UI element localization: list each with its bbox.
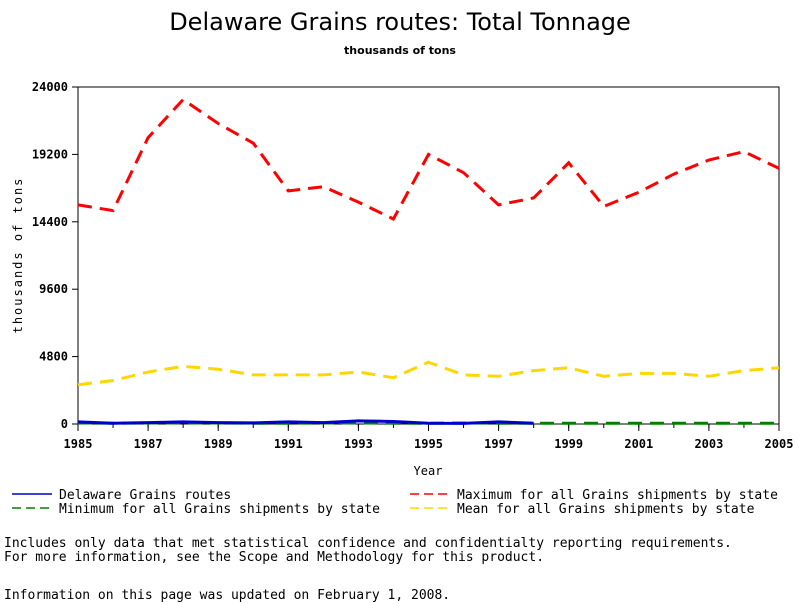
x-tick-label: 2003 [694,437,723,451]
x-tick-label: 1989 [204,437,233,451]
x-tick-label: 2005 [765,437,794,451]
y-tick-label: 14400 [32,215,68,229]
y-tick-label: 4800 [39,350,68,364]
y-tick-label: 24000 [32,80,68,94]
chart-subtitle: thousands of tons [344,44,456,57]
series-line-4 [78,362,779,385]
y-tick-label: 19200 [32,147,68,161]
confidence-note: Includes only data that met statistical … [4,536,732,551]
x-tick-label: 1995 [414,437,443,451]
legend-label: Minimum for all Grains shipments by stat… [59,502,380,517]
y-tick-label: 9600 [39,282,68,296]
series-layer [78,100,779,424]
y-tick-label: 0 [61,417,68,431]
methodology-note: For more information, see the Scope and … [4,550,544,565]
legend-label: Delaware Grains routes [59,488,231,503]
legend-label: Mean for all Grains shipments by state [457,502,755,517]
x-tick-label: 2001 [624,437,653,451]
legend-label: Maximum for all Grains shipments by stat… [457,488,778,503]
x-tick-label: 1993 [344,437,373,451]
x-tick-label: 1987 [134,437,163,451]
x-axis: 1985 1987 1989 1991 1993 1995 1997 1999 2001 2003… [64,424,794,451]
x-axis-label: Year [414,464,443,478]
x-tick-label: 1985 [64,437,93,451]
x-tick-label: 1999 [554,437,583,451]
chart-title: Delaware Grains routes: Total Tonnage [169,8,631,36]
y-axis: 0 4800 9600 14400 19200 24000 [32,80,78,431]
series-line-1 [78,421,534,424]
updated-note: Information on this page was updated on … [4,588,450,603]
y-axis-label: thousands of tons [11,177,25,334]
x-tick-label: 1991 [274,437,303,451]
x-tick-label: 1997 [484,437,513,451]
series-line-2 [78,100,779,219]
legend: Delaware Grains routes Maximum for all Gr… [12,488,778,517]
